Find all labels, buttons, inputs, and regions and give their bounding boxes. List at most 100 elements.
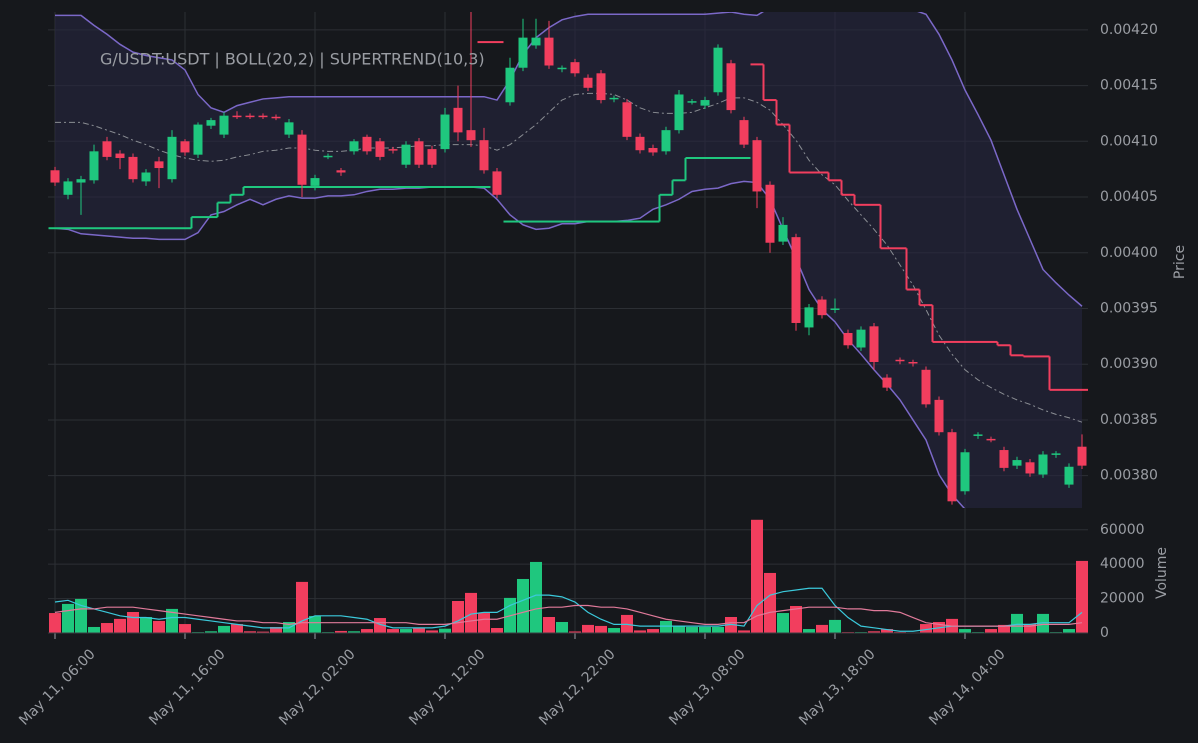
- volume-bar: [673, 625, 685, 633]
- candle-body: [713, 47, 723, 93]
- candle-body: [661, 130, 671, 152]
- y-tick-label: 0.00380: [1100, 468, 1158, 484]
- candle-body: [908, 361, 918, 364]
- volume-bar: [634, 630, 646, 633]
- volume-bar: [777, 613, 789, 633]
- volume-bar: [88, 626, 100, 633]
- candle-body: [362, 136, 372, 152]
- candle-body: [115, 153, 125, 159]
- volume-bar: [816, 624, 828, 633]
- candle-body: [882, 377, 892, 388]
- bollinger-lower: [54, 180, 966, 508]
- volume-bar: [959, 629, 971, 633]
- candle-body: [219, 115, 229, 135]
- candle-body: [622, 102, 632, 137]
- y-tick-label: 0.00390: [1100, 356, 1158, 372]
- candle-body: [830, 308, 840, 310]
- volume-bar: [647, 629, 659, 633]
- candle-body: [726, 63, 736, 111]
- y-axis-label: Price: [1172, 245, 1188, 279]
- candle-body: [791, 237, 801, 323]
- y-tick-label: 0.00400: [1100, 245, 1158, 261]
- candle-body: [141, 172, 151, 182]
- volume-bar: [270, 626, 282, 633]
- candle-body: [700, 100, 710, 106]
- candle-body: [765, 184, 775, 243]
- candle-body: [50, 170, 60, 183]
- volume-bar: [478, 613, 490, 633]
- candle-body: [1025, 462, 1035, 474]
- volume-bar: [712, 626, 724, 633]
- volume-bar: [387, 629, 399, 633]
- candle-body: [89, 151, 99, 181]
- candle-body: [323, 155, 333, 158]
- volume-bar: [569, 631, 581, 633]
- candle-body: [817, 299, 827, 316]
- candle-body: [752, 140, 762, 192]
- volume-bar: [309, 615, 321, 633]
- y-tick-label: 0.00410: [1100, 133, 1158, 149]
- chart-title: G/USDT:USDT | BOLL(20,2) | SUPERTREND(10…: [100, 50, 485, 69]
- volume-bar: [426, 630, 438, 633]
- candle-body: [180, 141, 190, 153]
- candle-body: [375, 141, 385, 157]
- volume-bar: [608, 628, 620, 633]
- volume-bar: [1063, 629, 1075, 633]
- candle-body: [310, 178, 320, 186]
- candle-body: [427, 149, 437, 165]
- candle-body: [843, 333, 853, 346]
- volume-bar: [75, 598, 87, 633]
- y-tick-label: 0.00420: [1100, 22, 1158, 38]
- volume-bar: [374, 618, 386, 633]
- volume-bar: [764, 572, 776, 633]
- volume-tick-label: 20000: [1100, 591, 1145, 607]
- volume-ma: [54, 604, 1083, 627]
- volume-bar: [1076, 560, 1088, 633]
- volume-bar: [1024, 624, 1036, 633]
- candle-body: [245, 115, 255, 118]
- volume-bar: [205, 631, 217, 633]
- volume-bar: [582, 624, 594, 633]
- candle-body: [388, 149, 398, 151]
- candle-body: [687, 101, 697, 103]
- price-panel: [48, 12, 1088, 508]
- candle-body: [895, 359, 905, 362]
- candle-body: [609, 97, 619, 100]
- volume-bar: [1011, 613, 1023, 633]
- candle-body: [596, 73, 606, 101]
- volume-bar: [101, 623, 113, 633]
- volume-bar: [699, 626, 711, 633]
- candle-body: [128, 156, 138, 180]
- volume-bar: [218, 625, 230, 633]
- candle-body: [414, 141, 424, 165]
- candle-body: [271, 116, 281, 119]
- candle-body: [479, 140, 489, 171]
- volume-bar: [231, 624, 243, 633]
- volume-panel: [49, 519, 1088, 633]
- volume-bar: [452, 600, 464, 633]
- candle-body: [869, 326, 879, 362]
- volume-bar: [738, 630, 750, 633]
- volume-bar: [1037, 613, 1049, 633]
- volume-bar: [62, 603, 74, 633]
- volume-bar: [751, 519, 763, 633]
- candle-body: [635, 136, 645, 151]
- volume-bar: [439, 628, 451, 633]
- candle-body: [193, 124, 203, 155]
- volume-bar: [153, 620, 165, 633]
- volume-bar: [881, 629, 893, 633]
- candle-body: [934, 399, 944, 433]
- candle-body: [505, 67, 515, 103]
- candle-body: [544, 37, 554, 66]
- candle-body: [739, 120, 749, 145]
- candle-body: [336, 170, 346, 173]
- volume-bar: [49, 613, 61, 633]
- candle-body: [804, 307, 814, 328]
- candle-body: [583, 77, 593, 88]
- volume-bar: [166, 608, 178, 633]
- volume-bar: [998, 624, 1010, 633]
- y-tick-label: 0.00385: [1100, 412, 1158, 428]
- candle-body: [674, 94, 684, 131]
- y-tick-label: 0.00395: [1100, 300, 1158, 316]
